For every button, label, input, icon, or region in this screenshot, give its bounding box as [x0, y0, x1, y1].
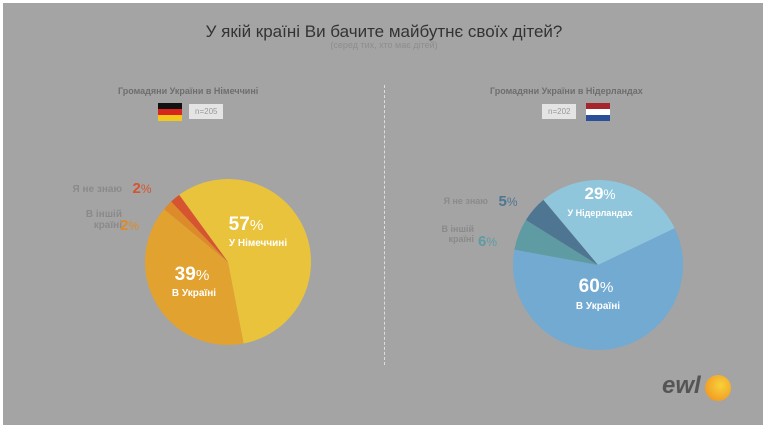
group-title-netherlands: Громадяни України в Нідерландах: [490, 86, 643, 96]
pie-slice: [144, 209, 244, 345]
handshake-logo-icon: [705, 375, 731, 401]
pie-slice: [512, 228, 683, 350]
slice-label: країні: [449, 234, 474, 244]
slice-value: 29%: [584, 184, 615, 203]
pie-slice: [514, 219, 598, 265]
pie-slice: [171, 194, 228, 262]
slice-label: У Німеччині: [229, 238, 288, 249]
slice-value: 57%: [229, 214, 264, 235]
chart-subtitle: (серед тих, хто має дітей): [330, 40, 438, 50]
sample-size-netherlands: n=202: [542, 104, 577, 119]
slice-label: В Україні: [576, 301, 620, 312]
pie-slice: [164, 201, 228, 262]
pie-slice: [179, 179, 311, 344]
slice-value: 2%: [120, 217, 139, 234]
slice-value: 2%: [132, 180, 151, 197]
pie-slice: [525, 199, 598, 265]
group-title-germany: Громадяни України в Німеччині: [118, 86, 259, 96]
logo-text: ewl: [662, 372, 701, 399]
slice-label: У Нідерландах: [568, 208, 633, 218]
slice-label: Я не знаю: [73, 184, 123, 195]
slice-label: Я не знаю: [443, 196, 488, 206]
slice-value: 60%: [579, 276, 614, 297]
slice-value: 6%: [478, 233, 497, 250]
slice-label: країні: [94, 220, 123, 231]
slice-label: В Україні: [172, 288, 216, 299]
sample-size-germany: n=205: [189, 104, 224, 119]
chart-title: У якій країні Ви бачите майбутнє своїх д…: [205, 22, 563, 41]
divider: [384, 85, 385, 365]
slice-value: 39%: [175, 264, 210, 285]
netherlands-flag-icon: [586, 103, 610, 121]
pie-slice: [543, 179, 675, 265]
germany-flag-icon: [158, 103, 182, 121]
slice-label: В іншій: [442, 224, 474, 234]
slice-value: 5%: [498, 193, 517, 210]
slice-label: В іншій: [86, 209, 122, 220]
